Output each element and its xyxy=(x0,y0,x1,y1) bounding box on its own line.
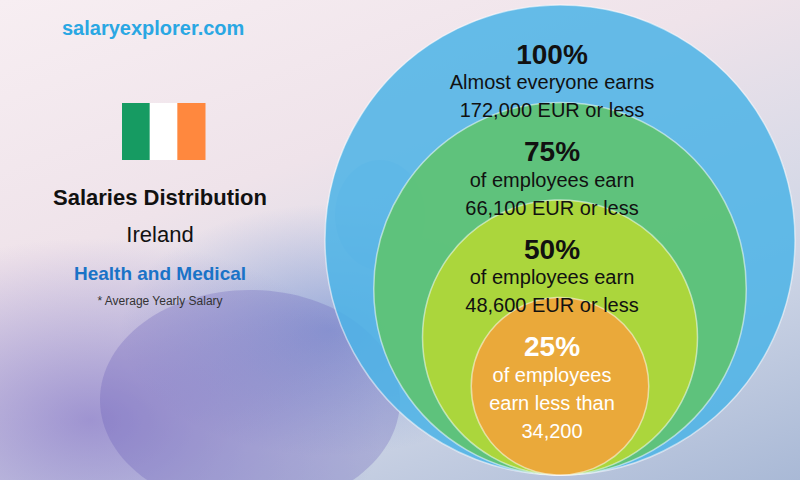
svg-text:Salaries Distribution: Salaries Distribution xyxy=(53,185,267,210)
svg-text:50%: 50% xyxy=(524,234,580,265)
svg-text:salaryexplorer.com: salaryexplorer.com xyxy=(62,17,244,39)
svg-text:Ireland: Ireland xyxy=(126,222,193,247)
svg-text:* Average Yearly Salary: * Average Yearly Salary xyxy=(97,294,222,308)
svg-text:75%: 75% xyxy=(524,136,580,167)
svg-text:100%: 100% xyxy=(516,39,588,70)
svg-text:Health and Medical: Health and Medical xyxy=(74,263,246,284)
svg-text:Almost everyone earns: Almost everyone earns xyxy=(450,71,655,93)
svg-text:of employees earn: of employees earn xyxy=(470,169,635,191)
svg-text:of employees earn: of employees earn xyxy=(470,266,635,288)
svg-text:66,100 EUR or less: 66,100 EUR or less xyxy=(465,197,638,219)
svg-text:172,000 EUR or less: 172,000 EUR or less xyxy=(460,99,645,121)
svg-text:25%: 25% xyxy=(524,331,580,362)
svg-text:earn less than: earn less than xyxy=(489,392,615,414)
svg-text:of employees: of employees xyxy=(493,364,612,386)
svg-text:34,200: 34,200 xyxy=(521,420,582,442)
svg-text:48,600 EUR or less: 48,600 EUR or less xyxy=(465,294,638,316)
